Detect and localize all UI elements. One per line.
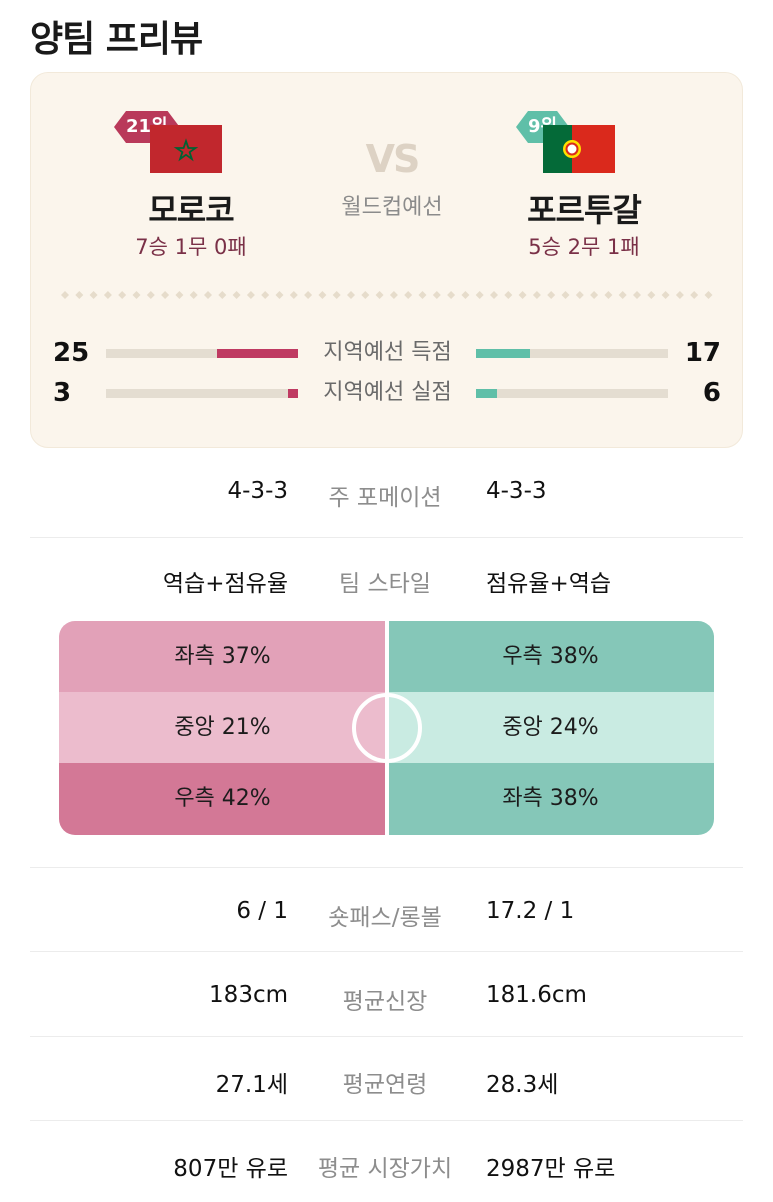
right-avg-age: 28.3세 bbox=[486, 1072, 559, 1098]
right-formation: 4-3-3 bbox=[486, 478, 547, 504]
stat-row-conceded: 3 지역예선 실점 6 bbox=[31, 378, 744, 408]
attack-zone-pitch: 좌측 37% 중앙 21% 우측 42% 우측 38% 중앙 24% 좌측 38… bbox=[59, 621, 714, 835]
goals-label: 지역예선 득점 bbox=[323, 340, 452, 365]
dotted-divider bbox=[61, 291, 713, 299]
right-avg-height: 181.6cm bbox=[486, 982, 587, 1008]
formation-row: 4-3-3 주 포메이션 4-3-3 bbox=[30, 454, 743, 538]
avg-age-label: 평균연령 bbox=[342, 1072, 428, 1098]
right-pass-ratio: 17.2 / 1 bbox=[486, 898, 575, 924]
left-pass-ratio: 6 / 1 bbox=[236, 898, 288, 924]
formation-label: 주 포메이션 bbox=[328, 485, 442, 511]
left-team-style: 역습+점유율 bbox=[162, 571, 288, 597]
team-style-label: 팀 스타일 bbox=[339, 571, 431, 597]
right-zone-bottom: 좌측 38% bbox=[387, 763, 714, 835]
pitch-center-circle bbox=[352, 693, 422, 763]
left-team-name: 모로코 bbox=[148, 191, 234, 229]
pass-ratio-label: 숏패스/롱볼 bbox=[328, 905, 442, 931]
right-conceded-value: 6 bbox=[702, 378, 721, 408]
vs-label: VS bbox=[365, 137, 421, 181]
conceded-label: 지역예선 실점 bbox=[323, 380, 452, 405]
left-conceded-value: 3 bbox=[53, 378, 72, 408]
right-goals-bar bbox=[476, 349, 668, 358]
right-team-record: 5승 2무 1패 bbox=[528, 235, 640, 259]
left-team-record: 7승 1무 0패 bbox=[135, 235, 247, 259]
age-row: 27.1세 평균연령 28.3세 bbox=[30, 1036, 743, 1120]
left-zone-top: 좌측 37% bbox=[59, 621, 386, 692]
portugal-flag-icon bbox=[543, 125, 615, 173]
right-zone-top: 우측 38% bbox=[387, 621, 714, 692]
morocco-flag-icon bbox=[150, 125, 222, 173]
height-row: 183cm 평균신장 181.6cm bbox=[30, 951, 743, 1035]
competition-label: 월드컵예선 bbox=[341, 195, 443, 220]
right-zone-center: 중앙 24% bbox=[387, 692, 714, 763]
match-card: 21위 9위 모로코 7승 1무 0패 VS 월드컵예선 포르투갈 5승 2무 … bbox=[30, 72, 743, 448]
left-zone-center: 중앙 21% bbox=[59, 692, 386, 763]
right-conceded-bar bbox=[476, 389, 668, 398]
market-value-label: 평균 시장가치 bbox=[317, 1156, 453, 1182]
right-team-style: 점유율+역습 bbox=[486, 571, 612, 597]
left-formation: 4-3-3 bbox=[227, 478, 289, 504]
pass-ratio-row: 6 / 1 숏패스/롱볼 17.2 / 1 bbox=[30, 867, 743, 951]
team-style-row: 역습+점유율 팀 스타일 점유율+역습 bbox=[30, 537, 743, 621]
left-goals-bar bbox=[106, 349, 298, 358]
left-team: 모로코 7승 1무 0패 bbox=[61, 73, 321, 273]
left-zone-bottom: 우측 42% bbox=[59, 763, 386, 835]
market-value-row: 807만 유로 평균 시장가치 2987만 유로 bbox=[30, 1120, 743, 1202]
right-goals-value: 17 bbox=[684, 338, 721, 368]
left-goals-value: 25 bbox=[53, 338, 90, 368]
left-avg-age: 27.1세 bbox=[215, 1072, 288, 1098]
left-avg-height: 183cm bbox=[209, 982, 288, 1008]
right-market-value: 2987만 유로 bbox=[486, 1156, 616, 1182]
right-team-name: 포르투갈 bbox=[527, 191, 642, 229]
left-conceded-bar bbox=[106, 389, 298, 398]
stat-row-goals: 25 지역예선 득점 17 bbox=[31, 338, 744, 368]
right-team: 포르투갈 5승 2무 1패 bbox=[454, 73, 714, 273]
page-title: 양팀 프리뷰 bbox=[30, 19, 203, 60]
left-market-value: 807만 유로 bbox=[173, 1156, 288, 1182]
avg-height-label: 평균신장 bbox=[342, 989, 428, 1015]
